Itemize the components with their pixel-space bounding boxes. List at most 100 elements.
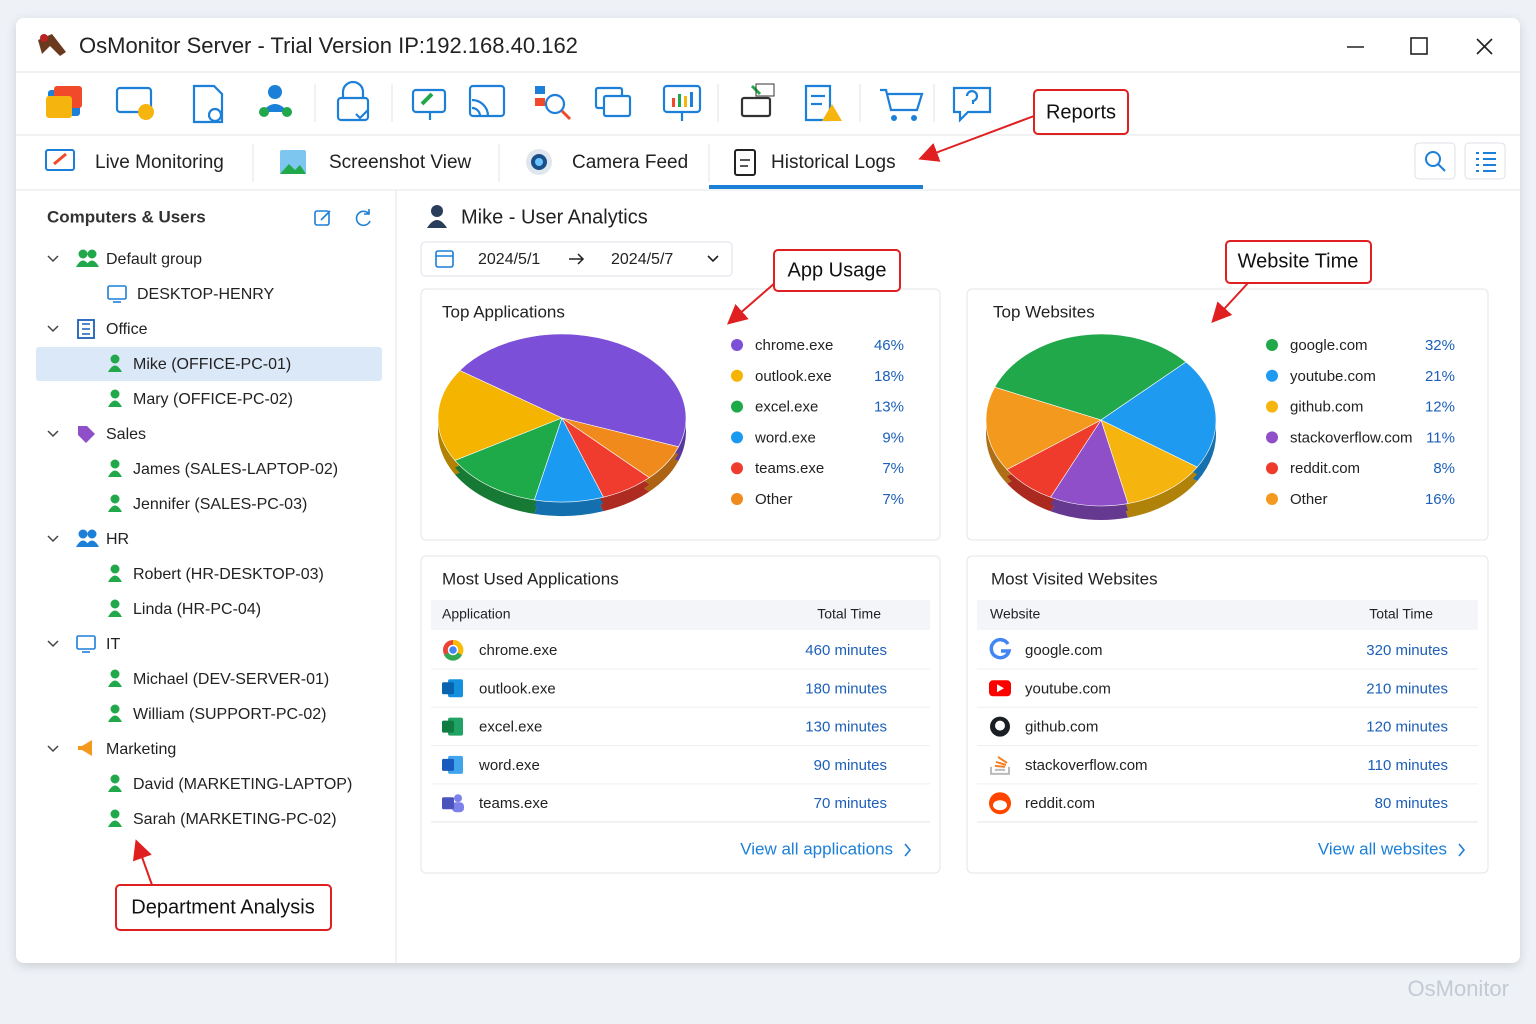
tree-item[interactable]: Robert (HR-DESKTOP-03) (133, 566, 324, 583)
group-label[interactable]: Office (106, 321, 148, 338)
tool-button[interactable] (192, 84, 224, 124)
legend-value: 9% (882, 429, 904, 446)
expand-chevron[interactable] (47, 745, 59, 753)
user-icon (108, 785, 122, 792)
expand-chevron[interactable] (47, 325, 59, 333)
window-title: OsMonitor Server - Trial Version IP:192.… (79, 33, 578, 58)
expand-chevron[interactable] (47, 640, 59, 648)
cell: 210 minutes (1366, 680, 1448, 697)
date-to: 2024/5/7 (611, 251, 673, 268)
column-header: Total Time (817, 606, 881, 622)
user-icon (110, 599, 120, 609)
tool-button[interactable] (535, 86, 572, 121)
date-picker[interactable] (420, 241, 733, 277)
tool-button[interactable] (411, 88, 447, 120)
tool-button[interactable] (259, 85, 292, 117)
tree-item[interactable]: James (SALES-LAPTOP-02) (133, 461, 338, 478)
legend-label: teams.exe (755, 460, 824, 477)
user-icon (110, 459, 120, 469)
pie-slice (1100, 419, 1198, 504)
group-label[interactable]: Marketing (106, 741, 176, 758)
site-icon (989, 637, 1012, 660)
cell: teams.exe (479, 795, 548, 812)
legend-dot (1266, 400, 1278, 413)
group-label[interactable]: IT (106, 636, 120, 653)
maximize-button[interactable] (1410, 37, 1428, 55)
tree-item[interactable]: Jennifer (SALES-PC-03) (133, 496, 307, 513)
tree-item[interactable]: DESKTOP-HENRY (137, 286, 275, 303)
link[interactable]: View all websites (1318, 839, 1447, 858)
tab-icon (526, 149, 552, 175)
legend-dot (1266, 339, 1278, 351)
tab-underline (709, 185, 923, 189)
tool-button[interactable] (880, 88, 924, 121)
tab[interactable]: Live Monitoring (95, 152, 224, 173)
user-icon (108, 505, 122, 512)
legend-value: 13% (874, 399, 904, 416)
expand-chevron[interactable] (47, 255, 59, 263)
annotation-label: App Usage (788, 259, 887, 281)
close-button[interactable] (1476, 38, 1493, 55)
tree-item[interactable]: William (SUPPORT-PC-02) (133, 706, 327, 723)
table-header (977, 600, 1478, 630)
legend-dot (1266, 493, 1278, 505)
tree-item[interactable]: Mike (OFFICE-PC-01) (133, 356, 291, 373)
legend-value: 21% (1425, 368, 1455, 385)
tree: Default group DESKTOP-HENRY Office Mike (OF… (47, 249, 352, 828)
tool-button[interactable] (662, 84, 702, 121)
tab[interactable]: Screenshot View (329, 152, 472, 173)
annotation: App Usage (726, 249, 901, 325)
legend-value: 12% (1425, 399, 1455, 416)
cell: google.com (1025, 642, 1103, 659)
cell: 110 minutes (1367, 757, 1448, 774)
tag-icon (78, 426, 95, 443)
tool-button[interactable] (740, 83, 775, 118)
selected-row (36, 347, 382, 381)
cell: word.exe (478, 757, 540, 774)
list-button[interactable] (1464, 142, 1506, 180)
cell: 90 minutes (814, 757, 887, 774)
tree-item[interactable]: Mary (OFFICE-PC-02) (133, 391, 293, 408)
cell: stackoverflow.com (1025, 757, 1148, 774)
user-icon (110, 774, 120, 784)
site-icon (990, 766, 1010, 775)
group-label[interactable]: Default group (106, 251, 202, 268)
tool-button[interactable] (804, 84, 842, 122)
tool-button[interactable] (468, 84, 506, 118)
group-label[interactable]: HR (106, 531, 129, 548)
edit-button[interactable] (314, 210, 331, 226)
tab[interactable]: Camera Feed (572, 152, 688, 173)
computer-icon (107, 285, 127, 300)
pie-slice (437, 370, 563, 461)
tab-active[interactable]: Historical Logs (771, 152, 896, 173)
pie-slice (1050, 419, 1129, 507)
legend-value: 18% (874, 368, 904, 385)
tool-button[interactable] (46, 86, 82, 118)
tool-button[interactable] (594, 86, 632, 118)
tool-button[interactable] (952, 86, 992, 123)
site-icon (995, 720, 1005, 731)
main-title: Mike - User Analytics (461, 206, 648, 228)
annotation-label: Department Analysis (131, 896, 314, 918)
expand-chevron[interactable] (47, 430, 59, 438)
refresh-button[interactable] (355, 209, 371, 227)
legend-dot (731, 493, 743, 505)
expand-chevron[interactable] (47, 535, 59, 543)
tool-button[interactable] (115, 86, 154, 120)
app-icon (452, 802, 464, 813)
user-icon (110, 809, 120, 819)
cell: 460 minutes (805, 642, 887, 659)
annotation: Reports (918, 89, 1129, 162)
link[interactable]: View all applications (740, 839, 893, 858)
card-title: Top Websites (993, 302, 1095, 321)
tree-item[interactable]: Sarah (MARKETING-PC-02) (133, 811, 337, 828)
tree-item[interactable]: Linda (HR-PC-04) (133, 601, 261, 618)
search-button[interactable] (1414, 142, 1456, 180)
card-title: Most Used Applications (442, 569, 619, 588)
legend-dot (731, 369, 743, 382)
tree-item[interactable]: David (MARKETING-LAPTOP) (133, 776, 352, 793)
tree-item[interactable]: Michael (DEV-SERVER-01) (133, 671, 329, 688)
tool-button[interactable] (336, 80, 370, 122)
group-label[interactable]: Sales (106, 426, 146, 443)
